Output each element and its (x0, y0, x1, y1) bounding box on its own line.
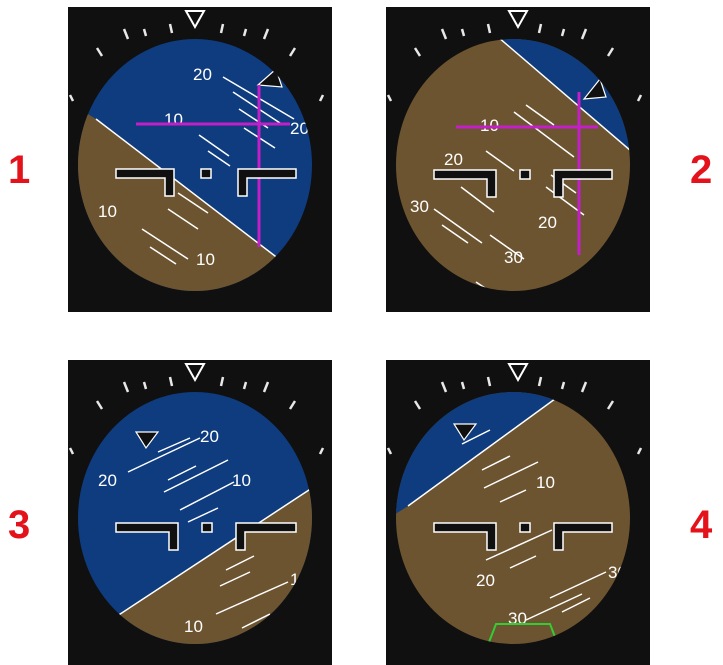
horizon-line (407, 392, 571, 507)
pitch-label: 20 (98, 471, 117, 490)
pitch-label: 30 (508, 609, 527, 628)
attitude-indicator-3: 20 20 10 10 10 (68, 360, 332, 665)
roll-pointer-icon (507, 363, 529, 383)
pitch-label: 30 (504, 248, 523, 267)
pitch-label: 10 (196, 250, 215, 269)
pitch-ladder (127, 437, 289, 629)
pitch-label: 20 (538, 213, 557, 232)
flight-director (136, 85, 290, 247)
flight-path-vector-icon (134, 431, 160, 450)
attitude-indicator-4: 10 20 30 30 (386, 360, 650, 665)
pitch-label: 10 (184, 617, 203, 636)
flight-path-vector-icon (452, 423, 478, 442)
pitch-label: 10 (164, 110, 183, 129)
indicator-number-3: 3 (8, 503, 31, 547)
horizon-line (497, 39, 630, 158)
pitch-label: 20 (200, 427, 219, 446)
pitch-label: 20 (476, 571, 495, 590)
flight-path-vector-icon (582, 77, 607, 100)
pitch-label: 10 (232, 471, 251, 490)
roll-scale (68, 23, 325, 102)
aircraft-symbol-icon (115, 522, 297, 551)
roll-scale (386, 376, 643, 455)
attitude-indicator-2: 10 20 30 20 30 (386, 7, 650, 312)
roll-pointer-icon (184, 10, 206, 30)
pitch-label: 10 (536, 473, 555, 492)
indicator-number-4: 4 (690, 503, 713, 547)
aircraft-symbol-icon (433, 169, 613, 198)
pitch-label: 30 (410, 197, 429, 216)
roll-pointer-icon (507, 10, 529, 30)
roll-scale (68, 376, 325, 455)
indicator-number-2: 2 (690, 148, 713, 192)
aircraft-symbol-icon (115, 168, 297, 197)
roll-pointer-icon (184, 363, 206, 383)
aircraft-symbol-icon (433, 522, 613, 551)
pitch-ladder (461, 429, 607, 621)
pitch-label: 10 (98, 202, 117, 221)
attitude-indicator-1: 20 10 20 10 10 (68, 7, 332, 312)
indicator-number-1: 1 (8, 148, 31, 192)
roll-scale (386, 23, 643, 102)
pitch-label: 20 (444, 150, 463, 169)
pitch-label: 20 (290, 119, 309, 138)
pitch-label: 20 (193, 65, 212, 84)
horizon-line (107, 487, 312, 623)
pitch-limit-indicator-icon (484, 623, 562, 644)
